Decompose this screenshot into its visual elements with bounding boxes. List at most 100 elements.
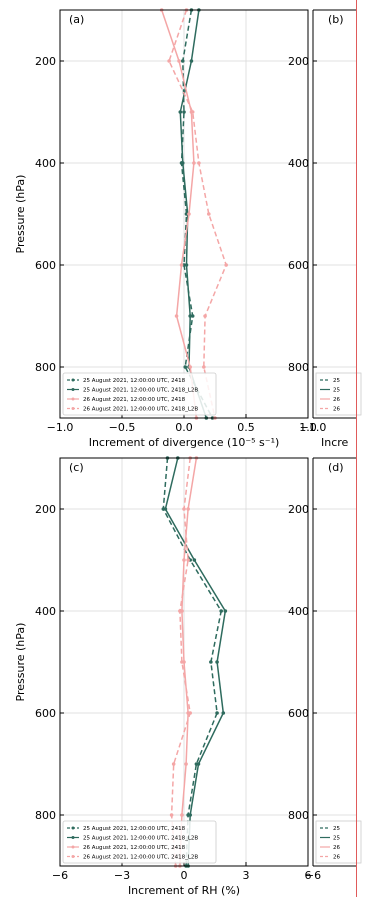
- data-point: [190, 314, 195, 318]
- data-point: [180, 59, 185, 63]
- data-point: [202, 365, 206, 369]
- data-point: [186, 507, 190, 511]
- legend-marker: [71, 397, 75, 401]
- x-tick-label: 0.5: [237, 421, 255, 434]
- data-point: [177, 59, 181, 63]
- panel-label: (c): [69, 461, 84, 474]
- partial-y-tick-label: 800: [288, 809, 309, 822]
- x-tick-label: 0: [181, 869, 188, 882]
- data-point: [189, 59, 194, 63]
- x-tick-label: 1.0: [299, 421, 317, 434]
- y-axis-label: Pressure (hPa): [14, 623, 27, 702]
- data-point: [197, 161, 201, 165]
- partial-legend-entry: 25: [333, 826, 340, 832]
- data-point: [183, 365, 188, 369]
- data-point: [203, 314, 207, 318]
- y-axis-label: Pressure (hPa): [14, 175, 27, 254]
- right-edge-line: [356, 0, 357, 897]
- x-tick-label: −6: [52, 869, 68, 882]
- data-point: [186, 558, 190, 562]
- data-point: [188, 314, 192, 318]
- x-tick-label: 6: [305, 869, 312, 882]
- data-point: [182, 507, 186, 511]
- partial-legend-entry: 25: [333, 378, 340, 384]
- data-point: [209, 660, 213, 664]
- x-tick-label: −3: [114, 869, 130, 882]
- partial-legend-entry: 26: [333, 397, 340, 403]
- data-point: [188, 813, 192, 817]
- x-axis-label: Increment of RH (%): [128, 884, 240, 897]
- legend-entry: 26 August 2021, 12:00:00 UTC, 2418: [83, 845, 186, 851]
- data-point: [179, 263, 184, 267]
- series-line-4: [170, 457, 191, 867]
- x-tick-label: 3: [243, 869, 250, 882]
- data-point: [184, 762, 188, 766]
- partial-y-tick-label: 600: [288, 707, 309, 720]
- partial-y-tick-label: 400: [288, 605, 309, 618]
- data-point: [178, 609, 182, 613]
- data-point: [219, 609, 223, 613]
- data-point: [192, 161, 196, 165]
- x-tick-label: −0.5: [109, 421, 136, 434]
- partial-legend-entry: 26: [333, 407, 340, 413]
- partial-legend-box: [315, 372, 362, 416]
- data-point: [184, 263, 189, 267]
- y-tick-label: 400: [35, 605, 56, 618]
- partial-legend-entry: 26: [333, 845, 340, 851]
- partial-legend-entry: 26: [333, 855, 340, 861]
- legend-marker: [71, 378, 75, 382]
- y-tick-label: 200: [35, 55, 56, 68]
- partial-legend-entry: 25: [333, 388, 340, 394]
- x-tick-label: 0.0: [175, 421, 193, 434]
- data-point: [178, 110, 183, 114]
- partial-panel-label: (b): [328, 13, 344, 26]
- legend-entry: 25 August 2021, 12:00:00 UTC, 2418_L2B: [83, 388, 198, 394]
- data-point: [182, 558, 186, 562]
- data-point: [215, 711, 219, 715]
- series-line-3: [160, 9, 198, 419]
- data-point: [182, 263, 186, 267]
- y-tick-label: 200: [35, 503, 56, 516]
- y-tick-label: 800: [35, 361, 56, 374]
- legend-entry: 26 August 2021, 12:00:00 UTC, 2418_L2B: [83, 855, 198, 861]
- legend-entry: 25 August 2021, 12:00:00 UTC, 2418_L2B: [83, 836, 198, 842]
- data-point: [188, 365, 192, 369]
- legend-marker: [71, 855, 75, 858]
- legend-entry: 25 August 2021, 12:00:00 UTC, 2418: [83, 826, 186, 832]
- partial-x-tick-label: −6: [305, 869, 321, 882]
- y-tick-label: 400: [35, 157, 56, 170]
- legend-marker: [71, 845, 75, 849]
- partial-y-tick-label: 800: [288, 361, 309, 374]
- legend-marker: [71, 836, 75, 839]
- data-point: [221, 711, 226, 715]
- legend-marker: [71, 407, 75, 410]
- partial-y-tick-label: 400: [288, 157, 309, 170]
- legend-entry: 26 August 2021, 12:00:00 UTC, 2418: [83, 397, 186, 403]
- y-tick-label: 600: [35, 259, 56, 272]
- partial-legend-box: [315, 820, 362, 864]
- data-point: [224, 263, 228, 267]
- partial-legend-entry: 25: [333, 836, 340, 842]
- data-point: [171, 762, 176, 766]
- series-line-4: [168, 9, 228, 419]
- data-point: [180, 813, 184, 817]
- data-point: [223, 609, 228, 613]
- legend-marker: [71, 826, 75, 830]
- data-point: [190, 110, 195, 114]
- data-point: [196, 762, 201, 766]
- legend-marker: [71, 388, 75, 391]
- data-point: [163, 507, 168, 511]
- data-point: [182, 110, 186, 114]
- data-point: [167, 59, 171, 63]
- data-point: [180, 660, 184, 664]
- y-tick-label: 800: [35, 809, 56, 822]
- partial-y-tick-label: 200: [288, 55, 309, 68]
- data-point: [169, 813, 174, 817]
- data-point: [188, 711, 192, 715]
- data-point: [180, 161, 185, 165]
- y-tick-label: 600: [35, 707, 56, 720]
- x-tick-label: −1.0: [47, 421, 74, 434]
- legend-entry: 26 August 2021, 12:00:00 UTC, 2418_L2B: [83, 407, 198, 413]
- data-point: [192, 558, 197, 562]
